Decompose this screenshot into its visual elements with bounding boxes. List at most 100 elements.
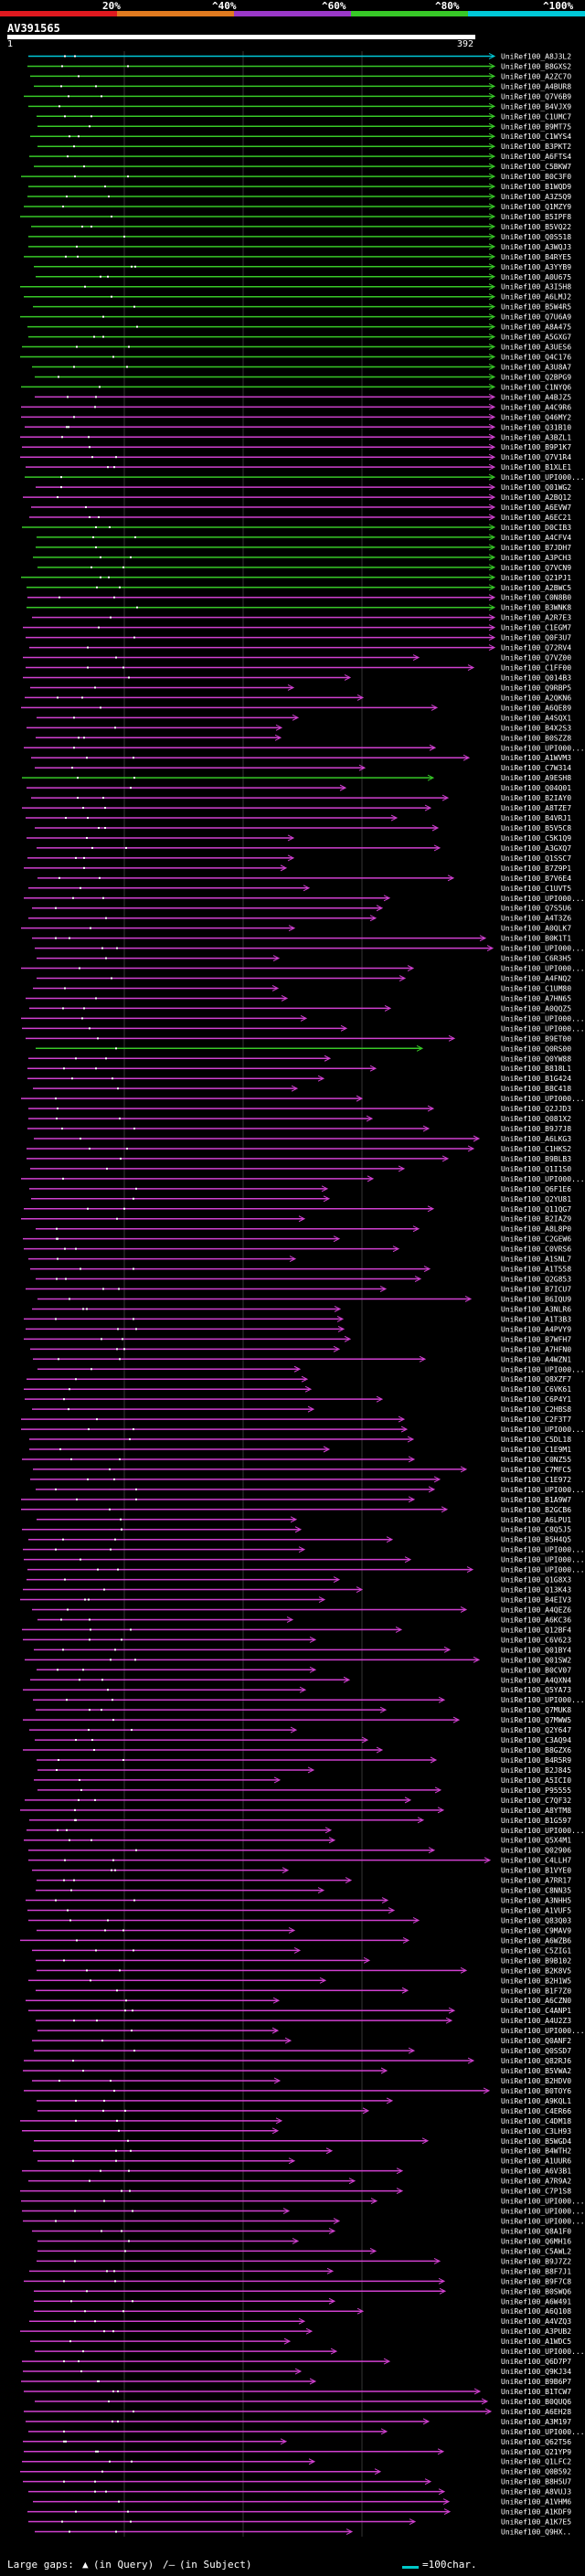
hit-id-label: UniRef100_Q6MH16 — [501, 2237, 571, 2245]
scale-segment-40 — [117, 11, 234, 16]
hit-id-label: UniRef100_C9MAV9 — [501, 1926, 571, 1935]
hit-arrow-icon — [488, 323, 496, 331]
gap-marker — [133, 1949, 134, 1952]
hit-id-label: UniRef100_UPI000... — [501, 2208, 585, 2216]
gap-marker — [112, 2390, 114, 2392]
hit-id-label: UniRef100_A6QE89 — [501, 704, 571, 712]
hit-arrow-icon — [442, 2498, 451, 2506]
hit-arrow-icon — [381, 1897, 389, 1903]
hit-id-label: UniRef100_C8NN35 — [501, 1887, 571, 1895]
hit-id-label: UniRef100_Q0YW88 — [501, 1055, 571, 1063]
gap-marker — [60, 476, 62, 479]
footer-legend: Large gaps: ▲ (in Query) /— (in Subject)… — [0, 2559, 585, 2575]
gap-marker — [62, 1648, 64, 1651]
hit-arrow-icon — [488, 293, 496, 301]
gap-marker — [100, 275, 101, 278]
hit-alignment-plot: UniRef100_A8J3L2 UniRef100_B8GXS2 UniRef10… — [20, 51, 585, 2537]
hit-id-label: UniRef100_Q31B10 — [501, 423, 571, 431]
gap-marker — [126, 1147, 128, 1150]
gap-marker — [120, 1518, 122, 1521]
hit-arrow-icon — [488, 393, 496, 400]
hit-id-label: UniRef100_B1A9W7 — [501, 1496, 571, 1504]
hit-arrow-icon — [483, 2087, 491, 2094]
hit-arrow-icon — [376, 905, 384, 912]
hit-arrow-icon — [488, 82, 496, 90]
hit-id-label: UniRef100_B5W4R5 — [501, 303, 571, 312]
hit-arrow-icon — [488, 143, 496, 150]
query-bar — [7, 35, 475, 39]
gap-marker — [131, 265, 133, 268]
hit-arrow-icon — [448, 2007, 456, 2014]
gap-marker — [82, 2350, 84, 2353]
gap-marker — [108, 2400, 110, 2402]
hit-arrow-icon — [274, 734, 282, 741]
in-subject-label: (in Subject) — [179, 2559, 252, 2571]
gap-marker — [74, 55, 76, 58]
hit-id-label: UniRef100_A3BZL1 — [501, 433, 571, 441]
gap-marker — [90, 115, 92, 118]
gap-marker — [133, 1128, 135, 1130]
hit-arrow-icon — [282, 1867, 290, 1874]
gap-marker — [112, 2330, 114, 2333]
gap-marker — [86, 2290, 88, 2293]
hit-arrow-icon — [488, 443, 496, 451]
gap-marker — [87, 646, 89, 649]
gap-marker — [58, 105, 60, 108]
gap-marker — [90, 1839, 92, 1841]
hit-arrow-icon — [427, 774, 435, 781]
hit-id-label: UniRef100_B4EIV3 — [501, 1596, 571, 1605]
gap-marker — [100, 706, 101, 709]
hit-id-label: UniRef100_B8GZX6 — [501, 1746, 571, 1754]
hit-id-label: UniRef100_UPI000... — [501, 473, 585, 482]
gap-marker — [111, 215, 112, 217]
gap-marker — [114, 1648, 116, 1651]
hit-id-label: UniRef100_Q7S5U6 — [501, 905, 571, 913]
hit-arrow-icon — [473, 2388, 482, 2395]
hit-arrow-icon — [293, 1946, 302, 1954]
gap-marker — [110, 2079, 112, 2082]
scale-label-20: 20% — [102, 0, 121, 12]
gap-marker — [86, 757, 88, 759]
gap-marker — [128, 345, 130, 348]
hit-arrow-icon — [317, 1075, 325, 1082]
hit-arrow-icon — [464, 1296, 473, 1302]
hit-id-label: UniRef100_C6VK61 — [501, 1385, 571, 1394]
gap-marker — [58, 1358, 59, 1361]
gap-marker — [61, 436, 63, 439]
hit-arrow-icon — [309, 2378, 317, 2385]
hit-id-label: UniRef100_Q0B592 — [501, 2468, 571, 2476]
gap-marker — [90, 927, 91, 929]
gap-marker — [63, 1067, 65, 1070]
gap-marker — [99, 386, 101, 388]
hit-id-label: UniRef100_B4R5R9 — [501, 1756, 571, 1765]
hit-id-label: UniRef100_B4RYE5 — [501, 253, 571, 261]
gap-marker — [95, 2450, 97, 2453]
hit-id-label: UniRef100_A8J3L2 — [501, 52, 571, 60]
gap-marker — [134, 535, 136, 538]
gap-marker — [57, 1108, 58, 1110]
gap-marker — [65, 2440, 67, 2443]
scale-label-40: ^40% — [212, 0, 237, 12]
hit-id-label: UniRef100_C6P4Y1 — [501, 1395, 571, 1404]
gap-marker — [133, 636, 135, 639]
hit-id-label: UniRef100_A1WVM3 — [501, 754, 571, 762]
hit-arrow-icon — [271, 2127, 280, 2135]
gap-marker — [133, 1318, 134, 1320]
gap-marker — [75, 1818, 77, 1821]
gap-marker — [87, 1478, 89, 1480]
hit-id-label: UniRef100_C1UM80 — [501, 984, 571, 992]
hit-id-label: UniRef100_Q04Q01 — [501, 784, 571, 792]
gap-marker — [70, 2300, 72, 2303]
hit-arrow-icon — [307, 1766, 315, 1774]
hit-arrow-icon — [345, 1877, 353, 1884]
hit-arrow-icon — [488, 153, 496, 160]
hit-id-label: UniRef100_Q01WG2 — [501, 483, 571, 492]
hit-arrow-icon — [324, 1055, 332, 1062]
hit-arrow-icon — [379, 1706, 388, 1713]
gap-marker — [87, 1207, 89, 1210]
hit-id-label: UniRef100_UPI000... — [501, 1365, 585, 1373]
hit-arrow-icon — [408, 1456, 416, 1463]
hit-id-label: UniRef100_A4FNQ2 — [501, 975, 571, 983]
gap-marker — [133, 305, 135, 308]
gap-marker — [95, 1067, 97, 1070]
